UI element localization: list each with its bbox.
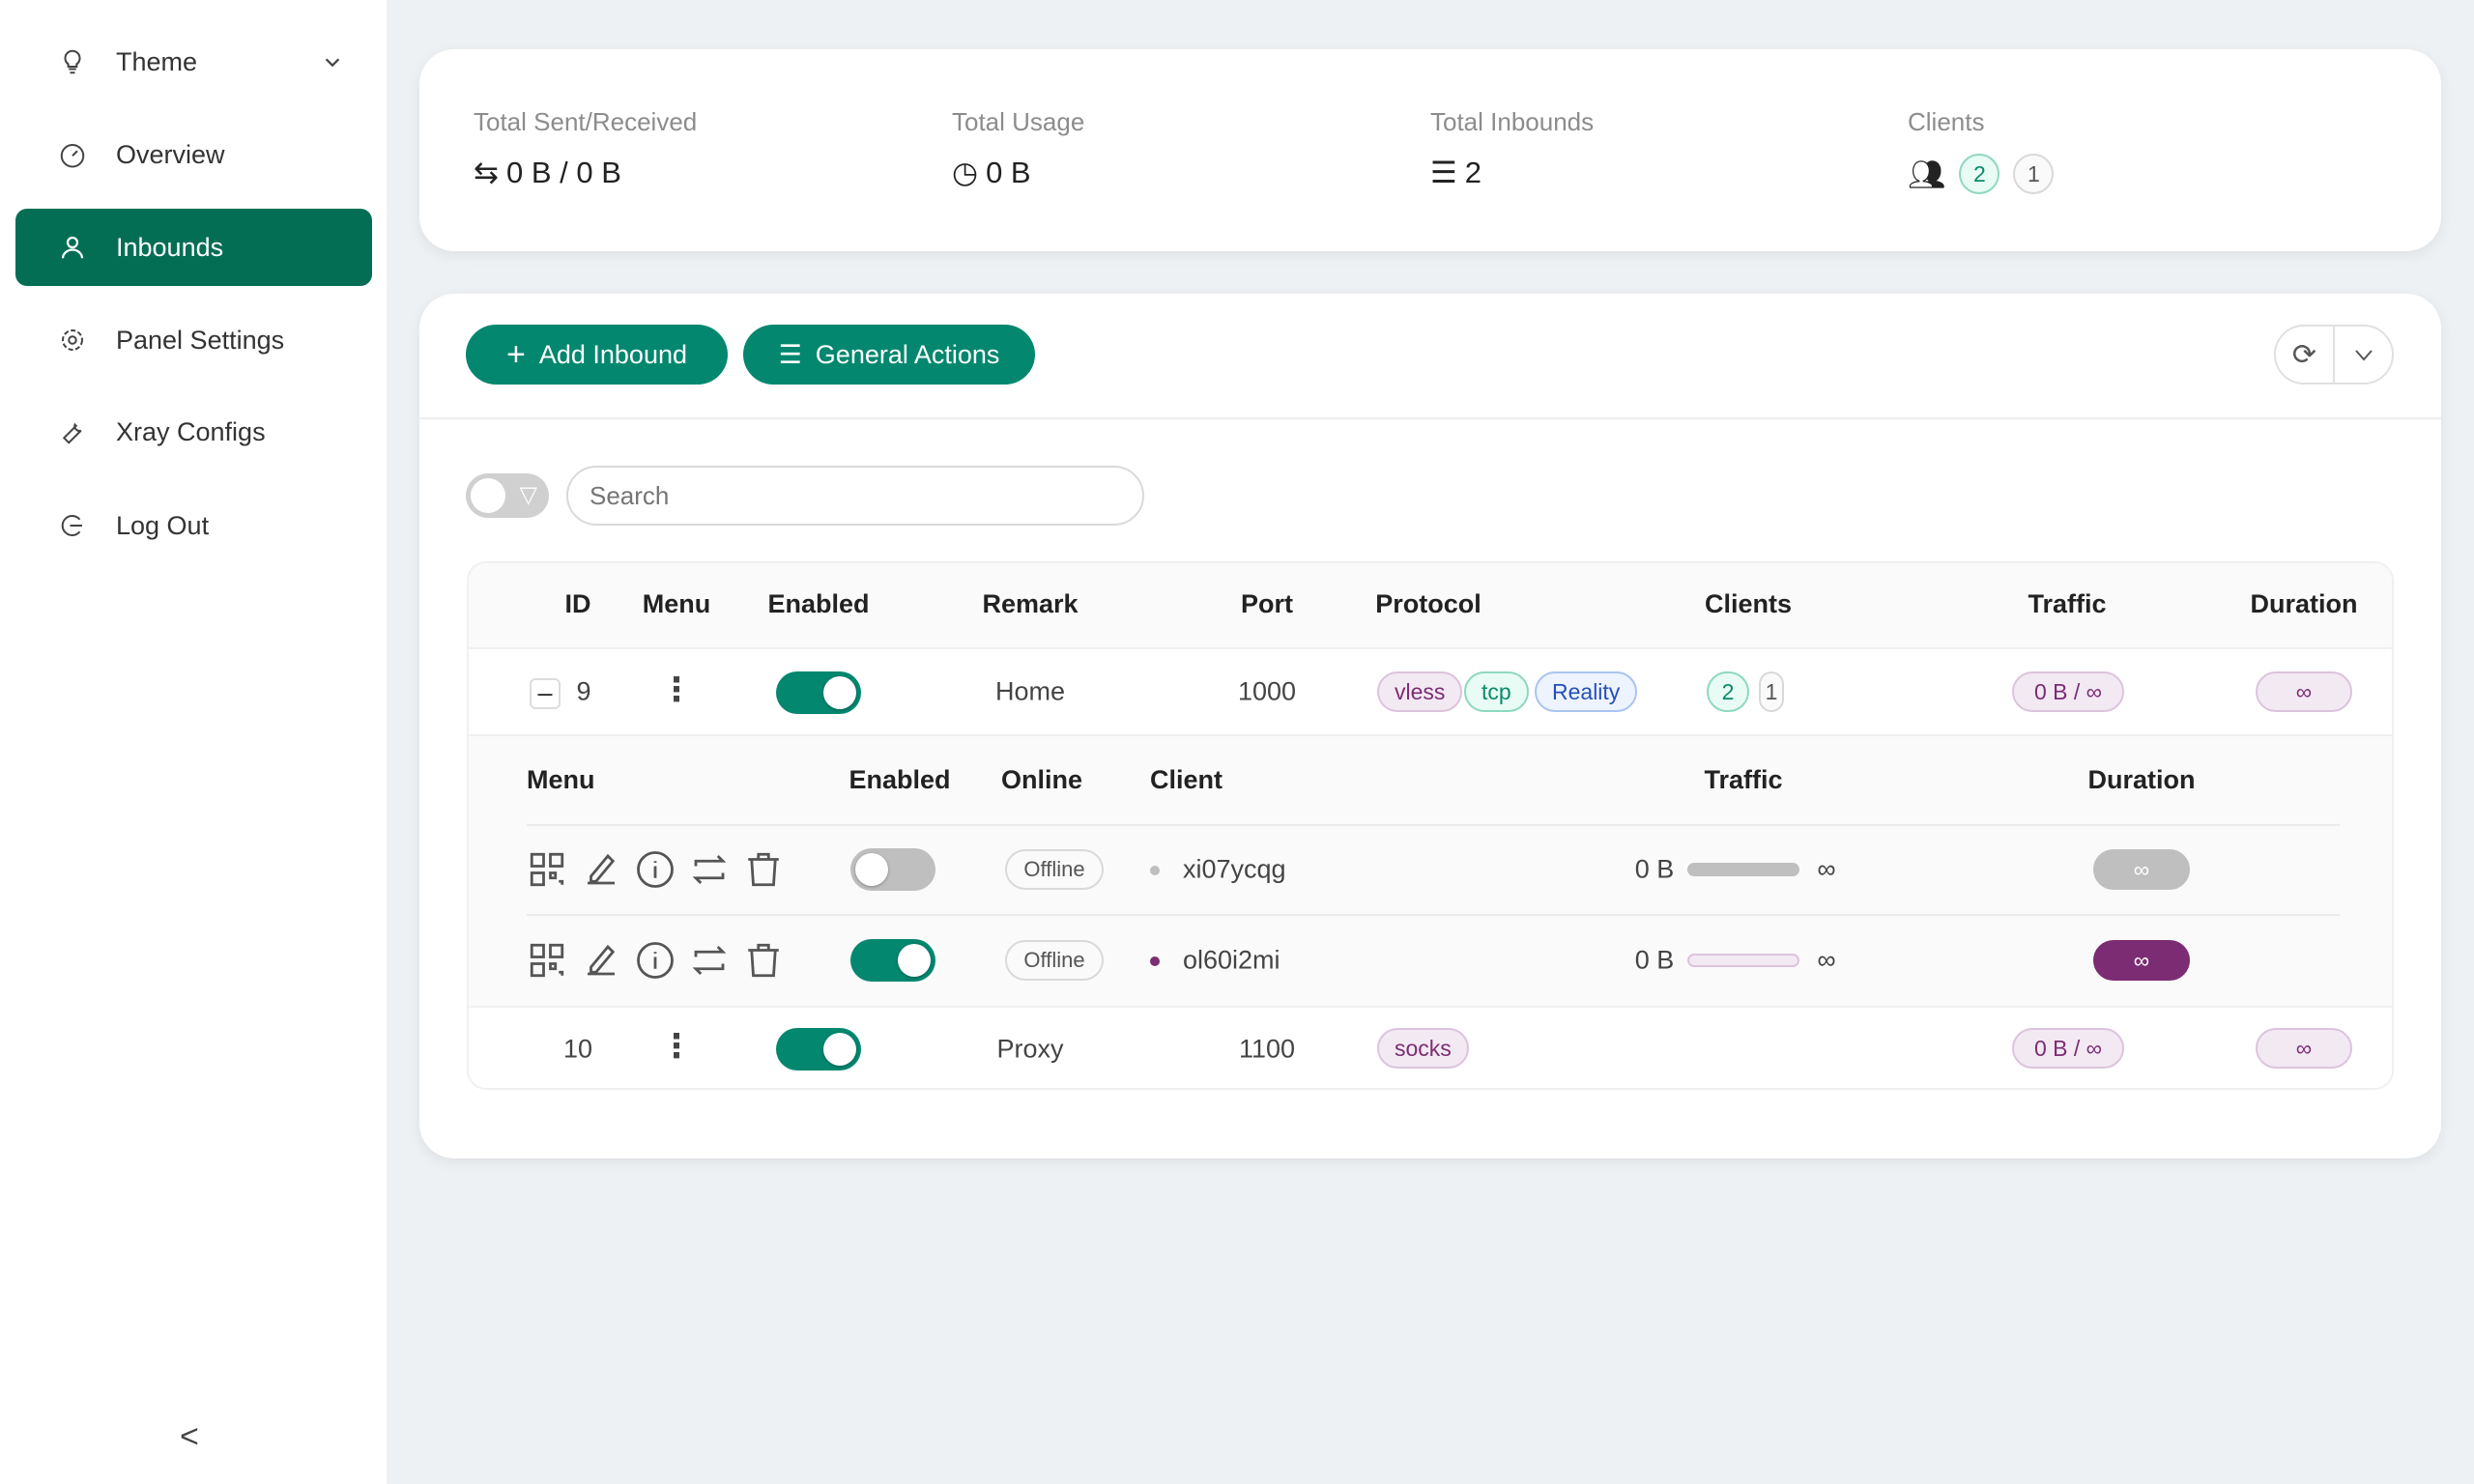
tool-icon	[62, 422, 82, 444]
traffic-progress	[1687, 954, 1799, 967]
add-inbound-button[interactable]: + Add Inbound	[466, 325, 728, 385]
delete-icon[interactable]	[743, 940, 784, 981]
status-dot	[1150, 866, 1160, 875]
sidebar-item-overview[interactable]: Overview	[15, 116, 372, 193]
sidebar-item-theme[interactable]: Theme	[15, 23, 372, 100]
refresh-button[interactable]: ⟳	[2276, 327, 2335, 383]
client-actions	[527, 849, 784, 890]
refresh-dropdown-button[interactable]	[2335, 327, 2392, 383]
table-header	[469, 563, 2392, 648]
list-icon: ☰	[1430, 156, 1457, 189]
sidebar-item-xray-configs[interactable]: Xray Configs	[15, 393, 372, 471]
gear-icon	[62, 329, 83, 351]
summary-card: Total Sent/Received ⇆ 0 B / 0 B Total Usa…	[419, 49, 2441, 251]
row-menu-button[interactable]: ⋮	[660, 1028, 693, 1065]
traffic-progress	[1687, 863, 1799, 876]
sidebar-item-panel-settings[interactable]: Panel Settings	[15, 301, 372, 379]
filter-icon: ▽	[519, 482, 537, 508]
users-icon: 👥︎	[1908, 157, 1946, 191]
collapse-row-button[interactable]: –	[530, 678, 561, 709]
inbound-enabled-toggle[interactable]	[776, 671, 861, 714]
info-icon[interactable]	[635, 849, 676, 890]
edit-icon[interactable]	[581, 940, 621, 981]
user-icon	[61, 236, 84, 259]
sidebar-item-log-out[interactable]: Log Out	[15, 487, 372, 564]
client-enabled-toggle[interactable]	[850, 939, 935, 982]
client-actions	[527, 940, 784, 981]
reset-traffic-icon[interactable]	[689, 849, 730, 890]
qrcode-icon[interactable]	[527, 849, 567, 890]
client-enabled-toggle[interactable]	[850, 848, 935, 891]
logout-icon	[61, 515, 82, 536]
info-icon[interactable]	[635, 940, 676, 981]
edit-icon[interactable]	[581, 849, 621, 890]
swap-icon: ⇆	[474, 156, 499, 189]
pie-chart-icon: ◷	[952, 156, 979, 189]
refresh-group: ⟳	[2274, 325, 2394, 385]
chevron-down-icon	[2354, 350, 2373, 361]
collapse-sidebar-button[interactable]: <	[180, 1418, 199, 1455]
divider	[419, 417, 2441, 419]
sidebar-item-inbounds[interactable]: Inbounds	[15, 209, 372, 286]
dashboard-icon	[60, 144, 85, 168]
chevron-down-icon	[325, 58, 340, 68]
inbound-enabled-toggle[interactable]	[776, 1028, 861, 1070]
sidebar: Theme Overview Inbounds Panel Settings X…	[0, 0, 387, 1484]
filter-toggle[interactable]: ▽	[466, 473, 549, 518]
search-input[interactable]	[566, 466, 1144, 526]
menu-icon: ☰	[778, 339, 802, 369]
qrcode-icon[interactable]	[527, 940, 567, 981]
row-menu-button[interactable]: ⋮	[660, 671, 693, 708]
clients-subtable	[469, 736, 2392, 1007]
bulb-icon	[64, 49, 81, 74]
delete-icon[interactable]	[743, 849, 784, 890]
reset-traffic-icon[interactable]	[689, 940, 730, 981]
status-dot	[1150, 956, 1160, 966]
refresh-icon: ⟳	[2291, 338, 2317, 371]
general-actions-button[interactable]: ☰ General Actions	[743, 325, 1035, 385]
plus-icon: +	[506, 335, 526, 373]
